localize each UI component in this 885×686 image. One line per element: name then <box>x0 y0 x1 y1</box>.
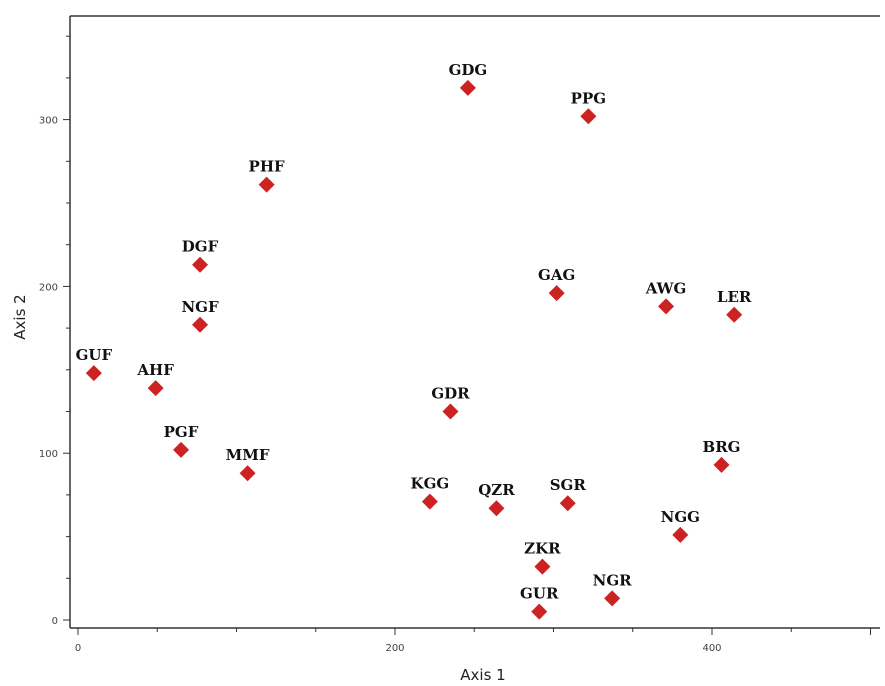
data-point-ngg <box>672 526 689 543</box>
data-point-guf <box>85 365 102 382</box>
y-axis-ticks: 0 100 200 300 <box>39 35 70 627</box>
y-axis-title: Axis 2 <box>11 294 29 339</box>
data-point-awg <box>658 298 675 315</box>
point-label-awg: AWG <box>645 279 687 297</box>
data-points <box>85 79 743 620</box>
point-label-gur: GUR <box>520 585 559 603</box>
data-point-brg <box>713 456 730 473</box>
point-labels: GDG PPG PHF DGF GAG AWG LER NGF GUF AHF GDR PGF BRG M… <box>76 61 752 603</box>
point-label-kgg: KGG <box>411 475 450 493</box>
point-label-guf: GUF <box>76 346 113 364</box>
point-label-ler: LER <box>717 288 752 306</box>
point-label-dgf: DGF <box>182 238 219 256</box>
x-axis-title: Axis 1 <box>460 666 505 684</box>
x-tick-label: 200 <box>385 643 404 654</box>
point-label-ngg: NGG <box>661 508 700 526</box>
data-point-gdg <box>459 79 476 96</box>
data-point-phf <box>258 176 275 193</box>
data-point-gag <box>548 285 565 302</box>
data-point-mmf <box>239 465 256 482</box>
point-label-zkr: ZKR <box>524 540 561 558</box>
point-label-sgr: SGR <box>550 476 587 494</box>
point-label-phf: PHF <box>249 158 285 176</box>
data-point-gdr <box>442 403 459 420</box>
point-label-pgf: PGF <box>164 423 199 441</box>
y-tick-label: 0 <box>52 616 58 627</box>
point-label-ahf: AHF <box>136 361 174 379</box>
data-point-dgf <box>192 256 209 273</box>
point-label-ngf: NGF <box>181 298 219 316</box>
point-label-ppg: PPG <box>571 89 606 107</box>
data-point-kgg <box>421 493 438 510</box>
y-tick-label: 200 <box>39 282 58 293</box>
data-point-ngf <box>192 316 209 333</box>
point-label-gdr: GDR <box>431 385 470 403</box>
point-label-gdg: GDG <box>449 61 488 79</box>
point-label-qzr: QZR <box>478 481 515 499</box>
data-point-gur <box>531 603 548 620</box>
y-tick-label: 300 <box>39 116 58 127</box>
point-label-ngr: NGR <box>593 571 633 589</box>
x-tick-label: 0 <box>75 643 81 654</box>
point-label-gag: GAG <box>538 266 575 284</box>
data-point-ngr <box>604 590 621 607</box>
data-point-sgr <box>559 495 576 512</box>
plot-frame <box>69 15 880 629</box>
y-tick-label: 100 <box>39 449 58 460</box>
data-point-zkr <box>534 558 551 575</box>
data-point-pgf <box>173 441 190 458</box>
data-point-ahf <box>147 380 164 397</box>
x-axis-ticks: 0 200 400 <box>75 628 871 654</box>
data-point-qzr <box>488 500 505 517</box>
data-point-ler <box>726 306 743 323</box>
point-label-brg: BRG <box>703 438 741 456</box>
x-tick-label: 400 <box>702 643 721 654</box>
point-label-mmf: MMF <box>226 446 270 464</box>
data-point-ppg <box>580 108 597 125</box>
